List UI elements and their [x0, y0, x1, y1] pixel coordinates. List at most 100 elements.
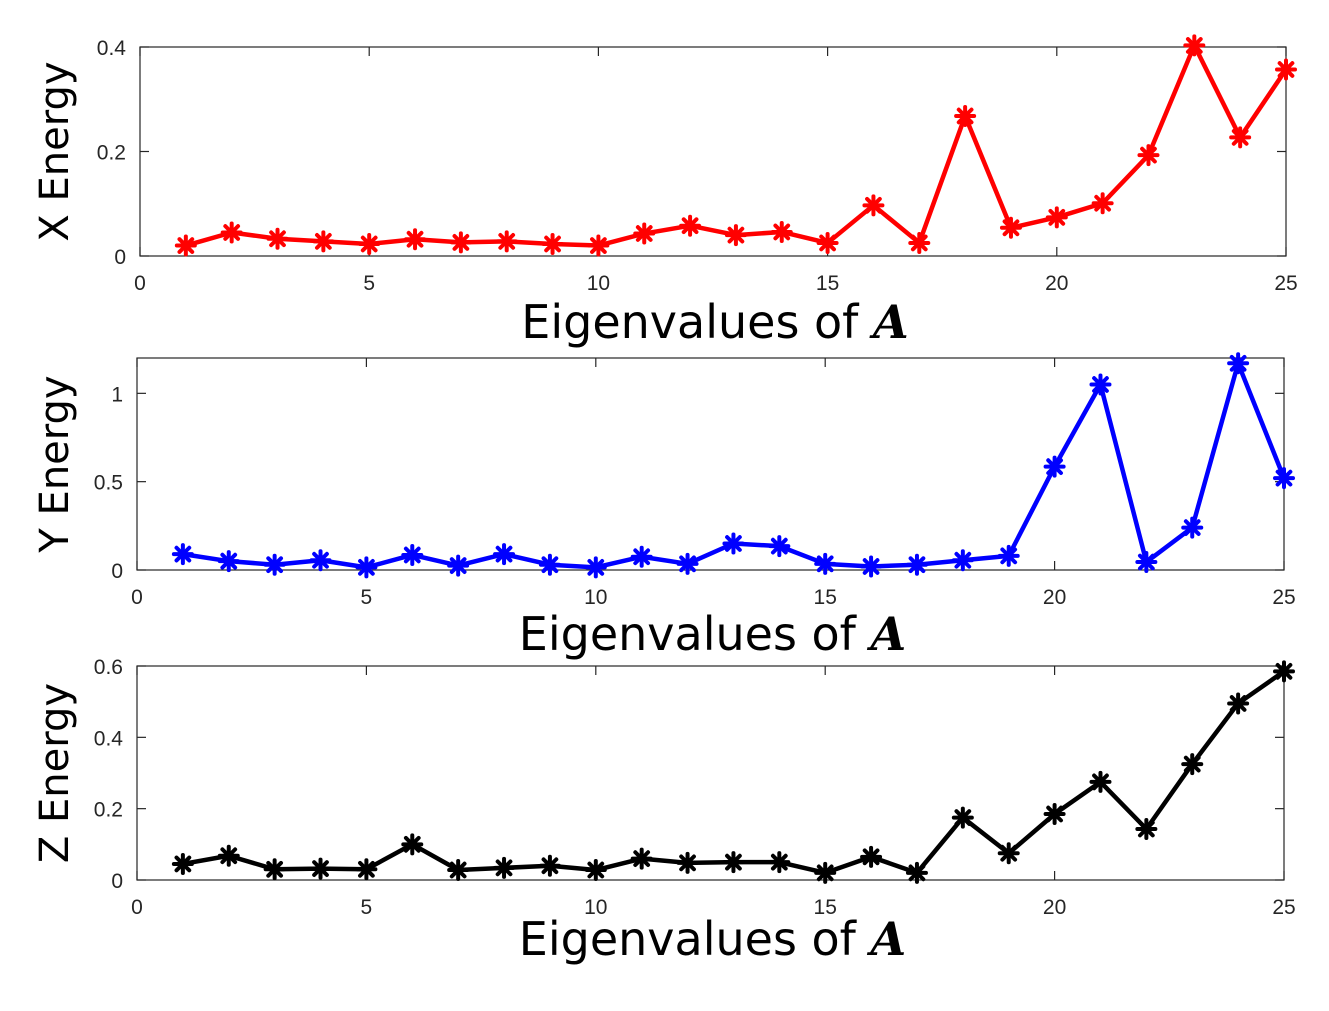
x-axis-label-math: A: [867, 912, 907, 966]
data-point: [860, 845, 883, 868]
data-point: [1275, 58, 1297, 81]
data-point: [263, 553, 286, 576]
data-point: [355, 556, 378, 579]
data-point: [1273, 660, 1295, 683]
data-point: [1227, 352, 1250, 375]
data-point: [999, 216, 1022, 239]
x-axis-label: Eigenvalues of A: [519, 912, 906, 966]
y-axis-label: X Energy: [32, 61, 78, 241]
x-axis-label-math: A: [867, 607, 907, 661]
x-axis-label-text: Eigenvalues of: [519, 607, 871, 661]
data-point: [997, 842, 1020, 865]
data-point: [217, 844, 240, 867]
data-point: [1045, 206, 1068, 229]
data-point: [447, 859, 470, 882]
data-point: [493, 543, 516, 566]
data-point: [263, 858, 286, 881]
data-point: [1089, 770, 1112, 793]
data-point: [1229, 126, 1252, 149]
data-point: [266, 227, 289, 250]
series-line-x-energy: [185, 43, 1288, 248]
data-point: [676, 552, 699, 575]
x-axis-label-text: Eigenvalues of: [519, 912, 871, 966]
data-point: [1135, 817, 1158, 840]
y-tick-label: 1: [111, 383, 123, 406]
data-point: [1181, 516, 1204, 539]
data-point: [722, 532, 745, 555]
y-tick-label: 0: [114, 246, 126, 269]
x-tick-label: 20: [1045, 272, 1068, 295]
x-tick-label: 25: [1272, 586, 1295, 609]
data-point: [951, 806, 974, 829]
x-tick-label: 0: [131, 586, 143, 609]
x-axis-label-math: A: [869, 295, 909, 349]
x-tick-label: 0: [134, 272, 146, 295]
data-point: [541, 232, 564, 255]
data-point: [217, 550, 240, 573]
data-point: [768, 535, 791, 558]
axes-box: [136, 357, 1285, 571]
data-point: [905, 553, 928, 576]
series-line-z-energy: [182, 669, 1286, 876]
y-tick-label: 0.6: [94, 656, 123, 679]
data-point: [1043, 803, 1066, 826]
x-tick-label: 5: [361, 896, 373, 919]
data-point: [679, 214, 702, 237]
y-axis-label: Z Energy: [32, 683, 78, 863]
x-tick-label: 10: [587, 272, 610, 295]
data-point: [171, 543, 194, 566]
data-point: [908, 231, 931, 254]
data-point: [814, 552, 837, 575]
data-point: [1227, 692, 1250, 715]
x-tick-label: 25: [1274, 272, 1297, 295]
data-point: [722, 851, 745, 874]
data-point: [171, 852, 194, 875]
y-tick-label: 0.2: [94, 799, 123, 822]
x-tick-label: 20: [1043, 586, 1066, 609]
data-point: [676, 851, 699, 874]
data-point: [997, 544, 1020, 567]
y-tick-label: 0.4: [94, 727, 124, 750]
data-point: [814, 861, 837, 884]
axes-box: [136, 665, 1285, 881]
data-point: [174, 234, 197, 257]
data-point: [1089, 373, 1112, 396]
data-point: [905, 861, 928, 884]
data-point: [1137, 144, 1160, 167]
x-tick-label: 10: [584, 586, 607, 609]
data-point: [584, 859, 607, 882]
data-point: [816, 231, 839, 254]
x-tick-label: 5: [361, 586, 373, 609]
data-point: [401, 833, 424, 856]
data-point: [724, 224, 747, 247]
data-point: [860, 555, 883, 578]
data-point: [401, 543, 424, 566]
data-point: [495, 230, 518, 253]
data-point: [538, 854, 561, 877]
x-axis-label-text: Eigenvalues of: [521, 295, 873, 349]
data-point: [449, 231, 472, 254]
y-tick-label: 0.4: [97, 37, 127, 60]
data-point: [538, 553, 561, 576]
data-point: [493, 856, 516, 879]
x-tick-label: 0: [131, 896, 143, 919]
data-point: [1135, 551, 1158, 574]
data-point: [1181, 753, 1204, 776]
data-point: [1043, 455, 1066, 478]
data-point: [768, 851, 791, 874]
data-point: [358, 232, 381, 255]
data-point: [220, 221, 243, 244]
data-point: [404, 228, 427, 251]
y-axis-label: Y Energy: [32, 375, 78, 553]
data-point: [587, 234, 610, 257]
data-point: [951, 549, 974, 572]
data-point: [633, 222, 656, 245]
data-point: [312, 230, 335, 253]
data-point: [630, 545, 653, 568]
x-tick-label: 10: [584, 896, 607, 919]
data-point: [447, 554, 470, 577]
x-tick-label: 15: [814, 586, 837, 609]
subplot-2: 0 5 10 15 20 25 0 0.5 1 Eigenvalues of A Y Energy: [32, 352, 1296, 661]
axes-box: [139, 46, 1287, 257]
